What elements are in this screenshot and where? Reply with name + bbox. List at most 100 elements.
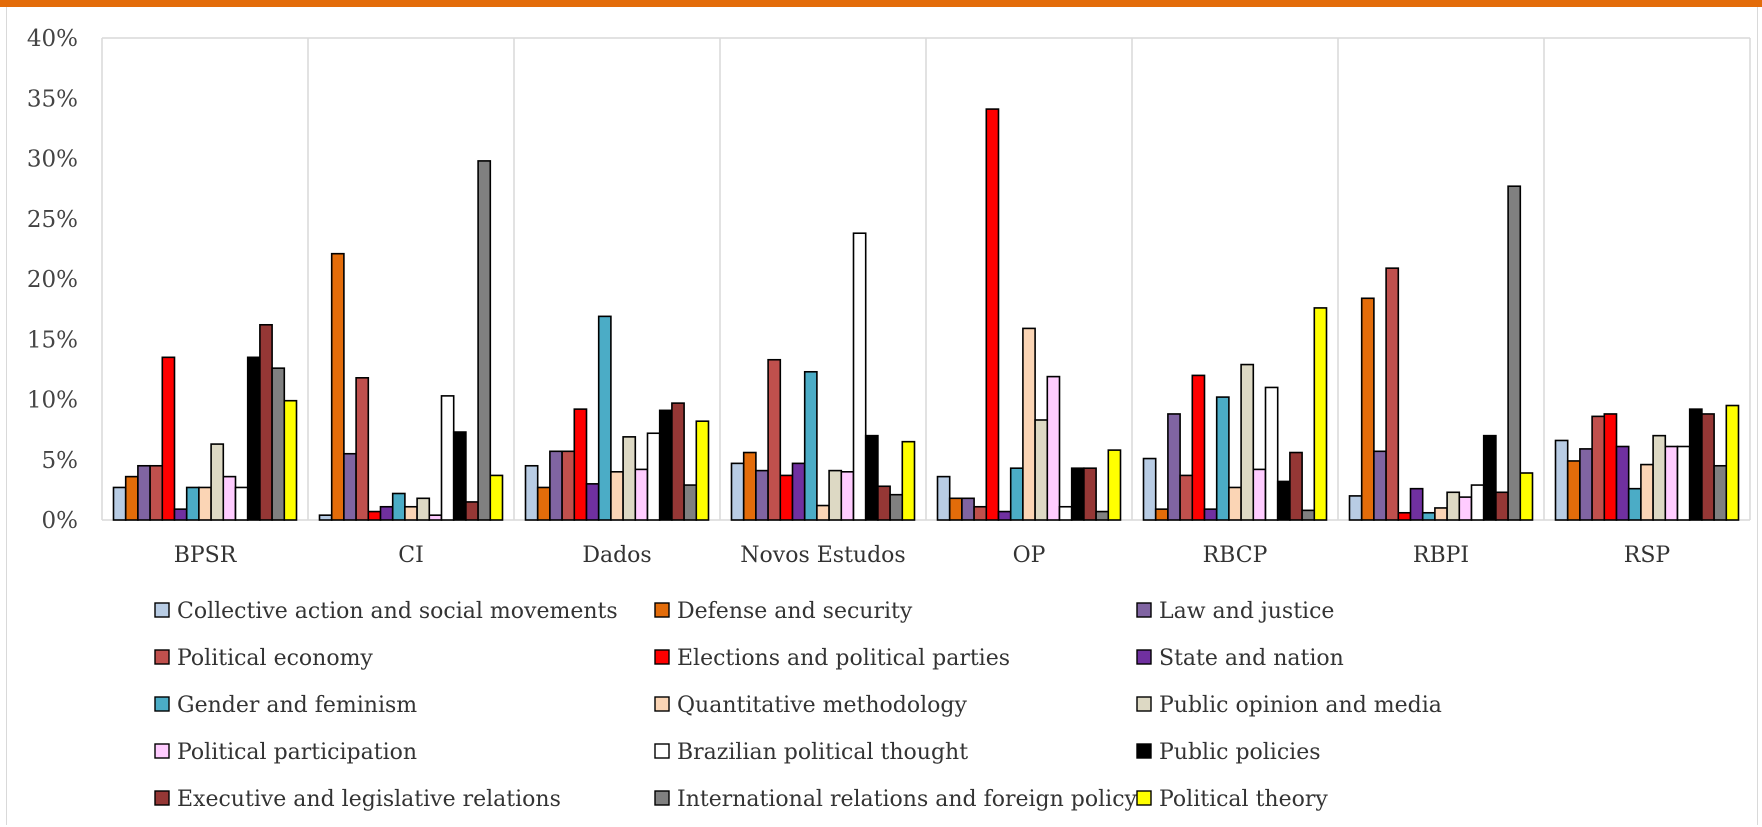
bar	[1495, 491, 1509, 521]
legend-label: Political economy	[177, 646, 373, 671]
bar	[695, 420, 710, 521]
legend-swatch	[154, 743, 170, 759]
bar	[1095, 510, 1110, 521]
bar	[198, 486, 212, 521]
bar	[1167, 413, 1181, 521]
bar	[961, 497, 975, 521]
category-label: CI	[398, 543, 424, 568]
bar	[1603, 413, 1618, 521]
y-tick-label: 10%	[27, 388, 78, 414]
bar	[1640, 463, 1654, 521]
legend-label: Law and justice	[1159, 599, 1334, 624]
bar	[840, 470, 855, 521]
bar	[1264, 386, 1279, 521]
bar	[246, 356, 261, 521]
chart-frame	[6, 7, 1758, 825]
bar	[1664, 445, 1679, 521]
bar	[889, 493, 904, 521]
bar	[404, 505, 418, 521]
bar	[1240, 363, 1255, 521]
bar	[271, 367, 286, 521]
bar	[1482, 434, 1497, 521]
bar	[1397, 511, 1412, 521]
bar	[803, 370, 818, 521]
bar	[234, 486, 249, 521]
category-label: Dados	[582, 543, 651, 568]
y-tick-label: 25%	[27, 207, 78, 233]
bar	[585, 483, 600, 521]
legend-swatch	[154, 602, 170, 618]
legend-swatch	[154, 696, 170, 712]
bar	[1409, 487, 1424, 521]
bar	[137, 464, 151, 521]
bar	[1554, 439, 1569, 521]
bar	[489, 474, 504, 521]
bar	[1434, 507, 1448, 521]
legend-swatch	[1136, 602, 1152, 618]
bar	[1203, 508, 1218, 521]
bar	[997, 510, 1012, 521]
bar	[367, 510, 382, 521]
legend-swatch	[654, 696, 670, 712]
legend-label: Public opinion and media	[1159, 693, 1442, 718]
legend-swatch	[154, 649, 170, 665]
legend-swatch	[1136, 649, 1152, 665]
bar	[549, 450, 563, 521]
legend-swatch	[1136, 743, 1152, 759]
legend-swatch	[654, 790, 670, 806]
bar	[646, 432, 661, 521]
legend-swatch	[654, 602, 670, 618]
bar	[1676, 445, 1691, 521]
bar	[1519, 472, 1534, 521]
bar	[1107, 449, 1122, 521]
bar	[1688, 408, 1703, 521]
bar	[477, 160, 492, 521]
legend-swatch	[654, 649, 670, 665]
bar	[440, 395, 455, 521]
legend-label: Public policies	[1159, 740, 1321, 765]
bar	[877, 485, 891, 521]
bar	[658, 409, 673, 521]
bar	[1276, 480, 1291, 521]
legend-label: Executive and legislative relations	[177, 787, 561, 812]
legend-swatch	[154, 790, 170, 806]
y-tick-label: 15%	[27, 327, 78, 353]
bar	[185, 486, 200, 521]
bar	[428, 514, 443, 521]
bar	[1373, 450, 1387, 521]
bar	[1154, 508, 1169, 521]
bar	[828, 469, 843, 521]
y-tick-label: 40%	[27, 26, 78, 52]
bar	[259, 323, 273, 521]
y-tick-label: 30%	[27, 147, 78, 173]
bar	[536, 486, 551, 521]
bar	[1070, 467, 1085, 521]
bar	[1458, 496, 1473, 521]
bar	[1725, 404, 1740, 521]
bar	[816, 504, 830, 521]
bar	[1360, 297, 1375, 521]
bar	[112, 486, 127, 521]
bar	[791, 462, 806, 521]
bar	[1313, 307, 1328, 521]
y-axis: 0% 5% 10% 15% 20% 25% 30% 35% 40%	[27, 26, 78, 534]
bar	[210, 443, 225, 521]
bar	[1034, 419, 1049, 521]
bar	[561, 450, 576, 521]
bar	[379, 505, 394, 521]
bar	[973, 505, 988, 521]
bar	[1579, 448, 1593, 521]
bar	[864, 434, 879, 521]
legend-label: Political participation	[177, 740, 417, 765]
bar	[1591, 415, 1606, 521]
bar	[1191, 374, 1206, 521]
y-tick-label: 0%	[42, 508, 79, 534]
bar	[985, 108, 1000, 521]
bar	[1507, 185, 1522, 521]
bar	[391, 492, 406, 521]
legend-swatch	[1136, 696, 1152, 712]
bar	[573, 408, 588, 521]
bar	[1713, 464, 1728, 521]
bar	[452, 431, 467, 521]
